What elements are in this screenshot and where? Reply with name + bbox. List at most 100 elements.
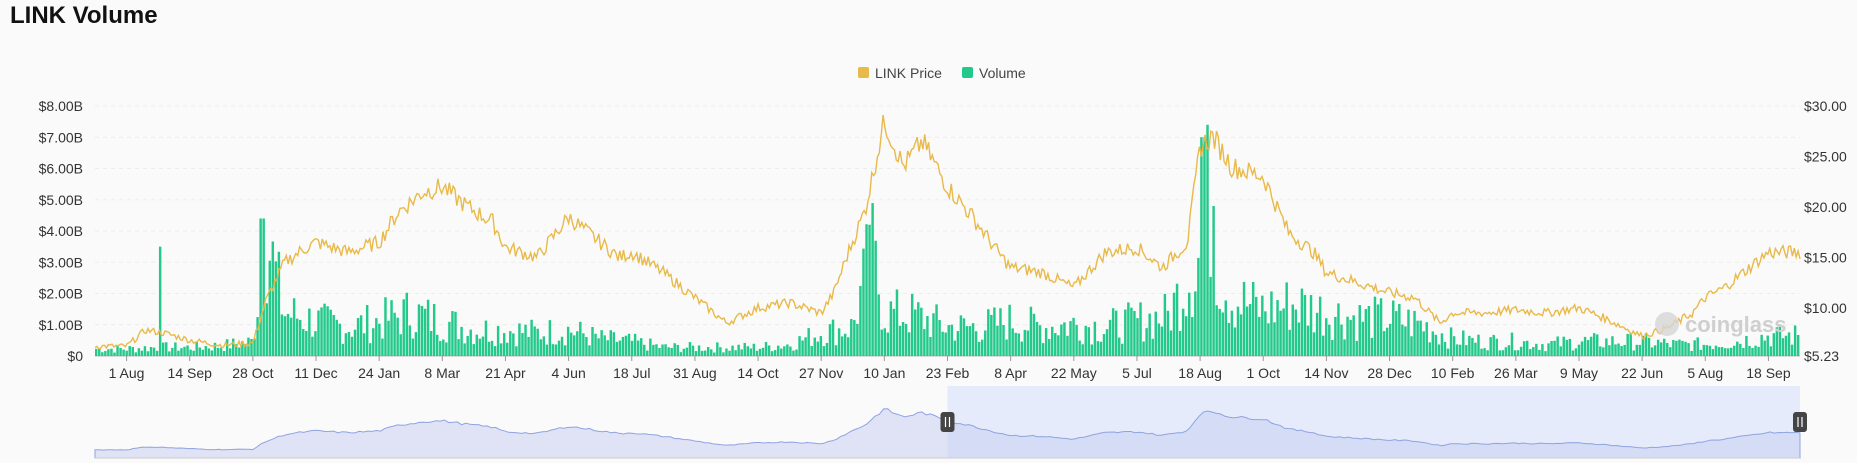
- volume-bar: [1501, 350, 1505, 356]
- volume-bar: [1720, 347, 1724, 356]
- volume-bar: [1142, 341, 1145, 356]
- volume-bar: [847, 337, 850, 356]
- volume-bar: [1349, 319, 1352, 356]
- volume-bar: [1300, 288, 1304, 356]
- volume-bar: [1568, 338, 1572, 356]
- volume-bar: [871, 203, 874, 356]
- volume-bar: [213, 342, 217, 356]
- volume-bar: [1139, 302, 1142, 356]
- navigator-left-handle[interactable]: [940, 412, 955, 432]
- chart-legend[interactable]: LINK Price Volume: [858, 65, 1026, 81]
- volume-bar: [548, 320, 552, 356]
- volume-bar: [1559, 346, 1562, 356]
- volume-bar: [1513, 350, 1517, 356]
- legend-label: Volume: [979, 65, 1026, 81]
- legend-item-link-price[interactable]: LINK Price: [858, 65, 942, 81]
- volume-bar: [932, 313, 935, 356]
- volume-bar: [597, 338, 600, 356]
- volume-bar: [1282, 308, 1285, 356]
- volume-bar: [1212, 206, 1215, 356]
- volume-bar: [673, 343, 676, 356]
- volume-bar: [1413, 310, 1416, 356]
- volume-bar: [1538, 349, 1541, 356]
- volume-bar: [780, 348, 783, 356]
- volume-bar: [1032, 313, 1036, 356]
- volume-bar: [372, 328, 375, 356]
- volume-bar: [198, 347, 201, 356]
- volume-bar: [1255, 296, 1258, 356]
- x-tick-label: 18 Aug: [1178, 365, 1222, 381]
- volume-bar: [694, 351, 698, 356]
- y-right-tick-label: $20.00: [1804, 199, 1847, 215]
- volume-bar: [926, 316, 929, 356]
- volume-bar: [1510, 332, 1514, 356]
- volume-bar: [298, 319, 302, 356]
- volume-bar: [329, 309, 332, 356]
- volume-bar: [1276, 300, 1279, 356]
- y-right-tick-label: $30.00: [1804, 98, 1847, 114]
- volume-bar: [521, 333, 524, 356]
- volume-bar: [1297, 322, 1301, 356]
- volume-bar: [1188, 292, 1191, 356]
- volume-bar: [420, 305, 424, 356]
- volume-bar: [1495, 338, 1498, 356]
- volume-bar: [265, 303, 268, 356]
- volume-bar: [1047, 339, 1051, 356]
- volume-bar: [152, 347, 156, 356]
- y-left-tick-label: $0: [67, 348, 83, 364]
- volume-bar: [405, 292, 408, 356]
- volume-bar: [816, 341, 820, 356]
- volume-bar: [773, 350, 777, 356]
- volume-bar: [1781, 338, 1785, 356]
- volume-bar: [1726, 348, 1730, 356]
- volume-bar: [758, 348, 762, 356]
- volume-bar: [1471, 337, 1474, 356]
- legend-item-volume[interactable]: Volume: [962, 65, 1026, 81]
- volume-bar: [1194, 291, 1197, 356]
- volume-bar: [445, 342, 448, 356]
- volume-bar: [253, 338, 256, 356]
- volume-bar: [1184, 316, 1188, 356]
- volume-bar: [1388, 323, 1392, 356]
- volume-bar: [1669, 347, 1672, 356]
- volume-bar: [1078, 340, 1081, 356]
- volume-bar: [1519, 346, 1523, 356]
- volume-bar: [1151, 338, 1154, 356]
- volume-bar: [1650, 347, 1654, 356]
- volume-bar: [280, 314, 284, 356]
- volume-bar: [1717, 347, 1721, 356]
- volume-bar: [1398, 303, 1401, 356]
- volume-bar: [125, 350, 128, 356]
- volume-bar: [256, 317, 259, 356]
- volume-bar: [917, 302, 920, 356]
- volume-bar: [1708, 345, 1712, 356]
- volume-bar: [174, 342, 177, 356]
- volume-bar: [502, 333, 506, 356]
- volume-bar: [585, 337, 588, 356]
- volume-bar: [737, 344, 740, 356]
- volume-bar: [104, 351, 107, 356]
- volume-bar: [1462, 330, 1465, 356]
- volume-bar: [1742, 348, 1745, 356]
- volume-bar: [591, 327, 594, 356]
- volume-bar: [618, 340, 622, 356]
- navigator-right-handle[interactable]: [1793, 412, 1807, 432]
- volume-bar: [454, 311, 457, 356]
- volume-bar: [311, 336, 314, 356]
- volume-bar: [1605, 338, 1608, 356]
- range-navigator[interactable]: [94, 386, 1807, 459]
- volume-bar: [347, 331, 351, 356]
- volume-bar: [390, 300, 393, 356]
- volume-bar: [457, 339, 460, 356]
- volume-bar: [168, 351, 171, 356]
- x-tick-label: 21 Apr: [485, 365, 526, 381]
- volume-bar: [1148, 313, 1151, 356]
- volume-bar: [801, 340, 804, 356]
- volume-bar: [649, 338, 652, 356]
- volume-bar: [1407, 309, 1410, 356]
- volume-bar: [1392, 300, 1395, 356]
- volume-bar: [1264, 311, 1267, 356]
- volume-bar: [1483, 348, 1486, 356]
- volume-bar: [1775, 327, 1779, 356]
- volume-bar: [1626, 333, 1629, 356]
